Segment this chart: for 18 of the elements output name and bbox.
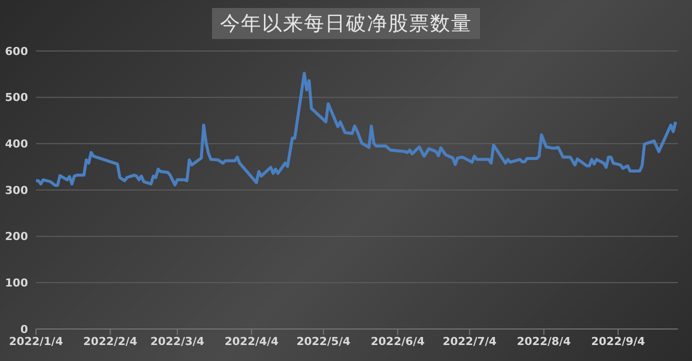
y-tick-label: 300: [5, 184, 28, 197]
x-tick-label: 2022/7/4: [442, 334, 497, 348]
x-tick-label: 2022/8/4: [516, 334, 572, 348]
x-tick-label: 2022/1/4: [9, 334, 64, 348]
x-tick-label: 2022/6/4: [370, 334, 426, 348]
y-tick-label: 100: [5, 276, 28, 290]
y-tick-label: 0: [20, 322, 28, 336]
y-tick-label: 400: [5, 138, 28, 151]
x-tick-label: 2022/3/4: [150, 334, 205, 348]
y-tick-label: 600: [5, 44, 28, 58]
x-tick-label: 2022/9/4: [591, 334, 646, 348]
x-tick-label: 2022/5/4: [296, 334, 351, 348]
y-tick-label: 500: [5, 91, 28, 104]
y-tick-label: 200: [5, 230, 28, 244]
line-series: [36, 72, 678, 187]
x-tick-label: 2022/4/4: [224, 334, 279, 348]
chart-title: 今年以来每日破净股票数量: [212, 8, 480, 39]
x-tick-label: 2022/2/4: [83, 334, 138, 348]
